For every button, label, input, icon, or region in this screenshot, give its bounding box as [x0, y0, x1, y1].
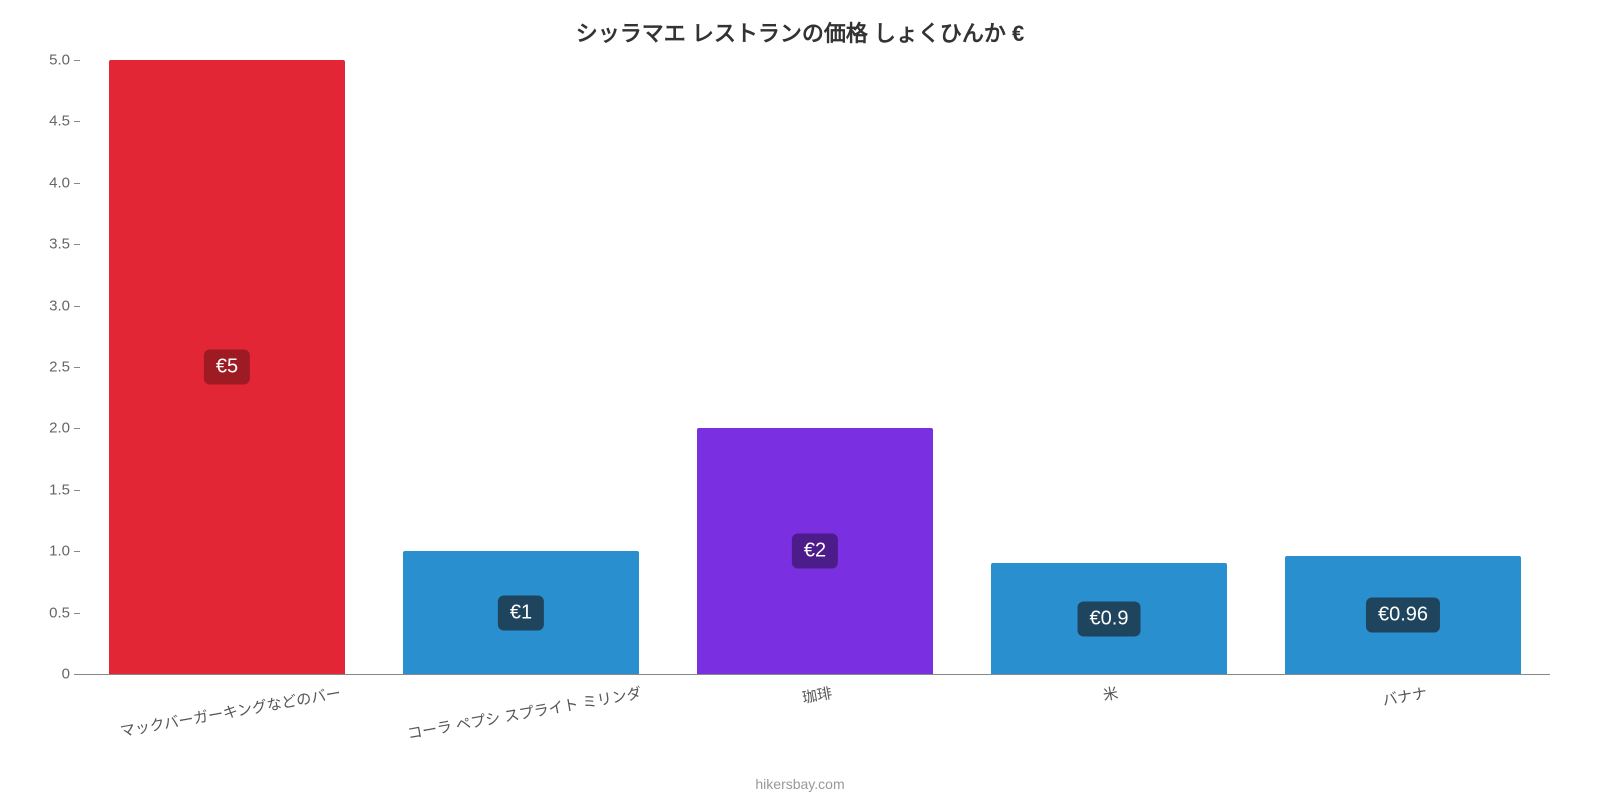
bar-slot: €5 [80, 60, 374, 674]
x-label-text: 米 [1102, 682, 1120, 705]
x-label: コーラ ペプシ スプライト ミリンダ [374, 682, 668, 703]
bar-value-label: €2 [792, 534, 838, 569]
y-tick-label: 0.5 [49, 604, 80, 621]
y-tick-label: 2.5 [49, 359, 80, 376]
x-label: マックバーガーキングなどのバー [80, 682, 374, 703]
y-tick-label: 2.0 [49, 420, 80, 437]
bar: €5 [109, 60, 344, 674]
bar: €0.96 [1285, 556, 1520, 674]
y-tick-label: 0 [62, 666, 80, 683]
y-tick-label: 4.5 [49, 113, 80, 130]
bar-value-label: €5 [204, 350, 250, 385]
y-tick-label: 4.0 [49, 174, 80, 191]
x-axis-labels: マックバーガーキングなどのバーコーラ ペプシ スプライト ミリンダ珈琲 米 バナナ [80, 674, 1550, 703]
bar-value-label: €1 [498, 595, 544, 630]
bar-value-label: €0.96 [1366, 598, 1440, 633]
x-label-text: コーラ ペプシ スプライト ミリンダ [406, 682, 644, 744]
plot-area: 00.51.01.52.02.53.03.54.04.55.0 €5€1€2€0… [80, 60, 1550, 675]
x-label-text: マックバーガーキングなどのバー [118, 682, 342, 742]
chart-footer: hikersbay.com [0, 776, 1600, 792]
x-label-text: バナナ [1381, 682, 1429, 710]
price-chart: シッラマエ レストランの価格 しょくひんか € 0 0.5 1.0 1.5 2.0 2.5… [0, 0, 1600, 800]
bar-value-label: €0.9 [1078, 601, 1141, 636]
bar-slot: €1 [374, 60, 668, 674]
bar-slot: €0.96 [1256, 60, 1550, 674]
bar: €2 [697, 428, 932, 674]
y-tick-label: 1.0 [49, 543, 80, 560]
y-tick-label: 3.5 [49, 236, 80, 253]
y-tick-label: 1.5 [49, 481, 80, 498]
bar-slot: €0.9 [962, 60, 1256, 674]
x-label: バナナ [1256, 682, 1550, 703]
bar: €1 [403, 551, 638, 674]
x-label: 珈琲 [668, 682, 962, 703]
bar: €0.9 [991, 563, 1226, 674]
chart-title: シッラマエ レストランの価格 しょくひんか € [0, 0, 1600, 48]
y-tick-label: 5.0 [49, 52, 80, 69]
bars-container: €5 €1 €2 €0.9 €0.96 [80, 60, 1550, 674]
y-tick-label: 3.0 [49, 297, 80, 314]
x-label-text: 珈琲 [800, 682, 833, 708]
x-label: 米 [962, 682, 1256, 703]
bar-slot: €2 [668, 60, 962, 674]
